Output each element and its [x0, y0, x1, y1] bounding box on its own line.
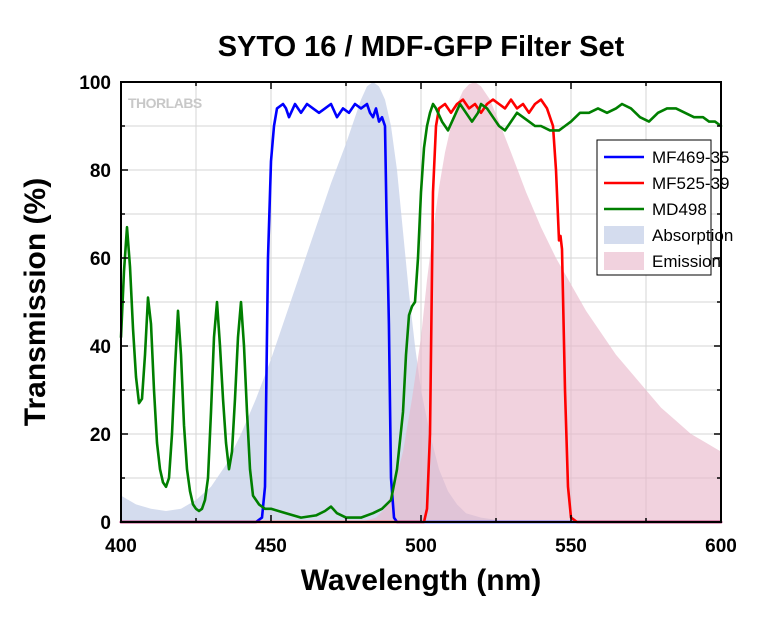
area-emission	[361, 82, 721, 522]
y-tick-label: 40	[90, 337, 111, 358]
x-tick-label: 450	[255, 536, 287, 557]
legend-label-absorption: Absorption	[652, 226, 733, 245]
x-tick-label: 600	[705, 536, 737, 557]
y-tick-label: 100	[79, 73, 111, 94]
x-tick-label: 500	[405, 536, 437, 557]
chart-title: SYTO 16 / MDF-GFP Filter Set	[218, 31, 625, 63]
legend-swatch-absorption	[604, 226, 644, 244]
legend-label-emission: Emission	[652, 252, 721, 271]
plot-frame	[120, 81, 722, 523]
y-tick-label: 80	[90, 161, 111, 182]
watermark-brand: THORLABS	[128, 95, 202, 111]
y-axis-label: Transmission (%)	[19, 178, 52, 426]
legend-label-md498: MD498	[652, 200, 707, 219]
y-tick-label: 0	[100, 513, 111, 534]
legend-label-mf525-39: MF525-39	[652, 174, 729, 193]
x-tick-label: 550	[555, 536, 587, 557]
line-md498	[119, 102, 723, 519]
legend: MF469-35 MF525-39 MD498 Absorption Emission	[596, 139, 733, 276]
x-axis-label: Wavelength (nm)	[301, 564, 542, 597]
y-tick-label: 20	[90, 425, 111, 446]
line-mf469-35	[119, 102, 723, 524]
y-tick-label: 60	[90, 249, 111, 270]
x-tick-label: 400	[105, 536, 137, 557]
x-tick-labels: 400 450 500 550 600	[105, 536, 737, 557]
legend-label-mf469-35: MF469-35	[652, 148, 729, 167]
line-series	[119, 98, 723, 524]
y-tick-labels: 0 20 40 60 80 100	[79, 73, 111, 534]
legend-swatch-emission	[604, 252, 644, 270]
